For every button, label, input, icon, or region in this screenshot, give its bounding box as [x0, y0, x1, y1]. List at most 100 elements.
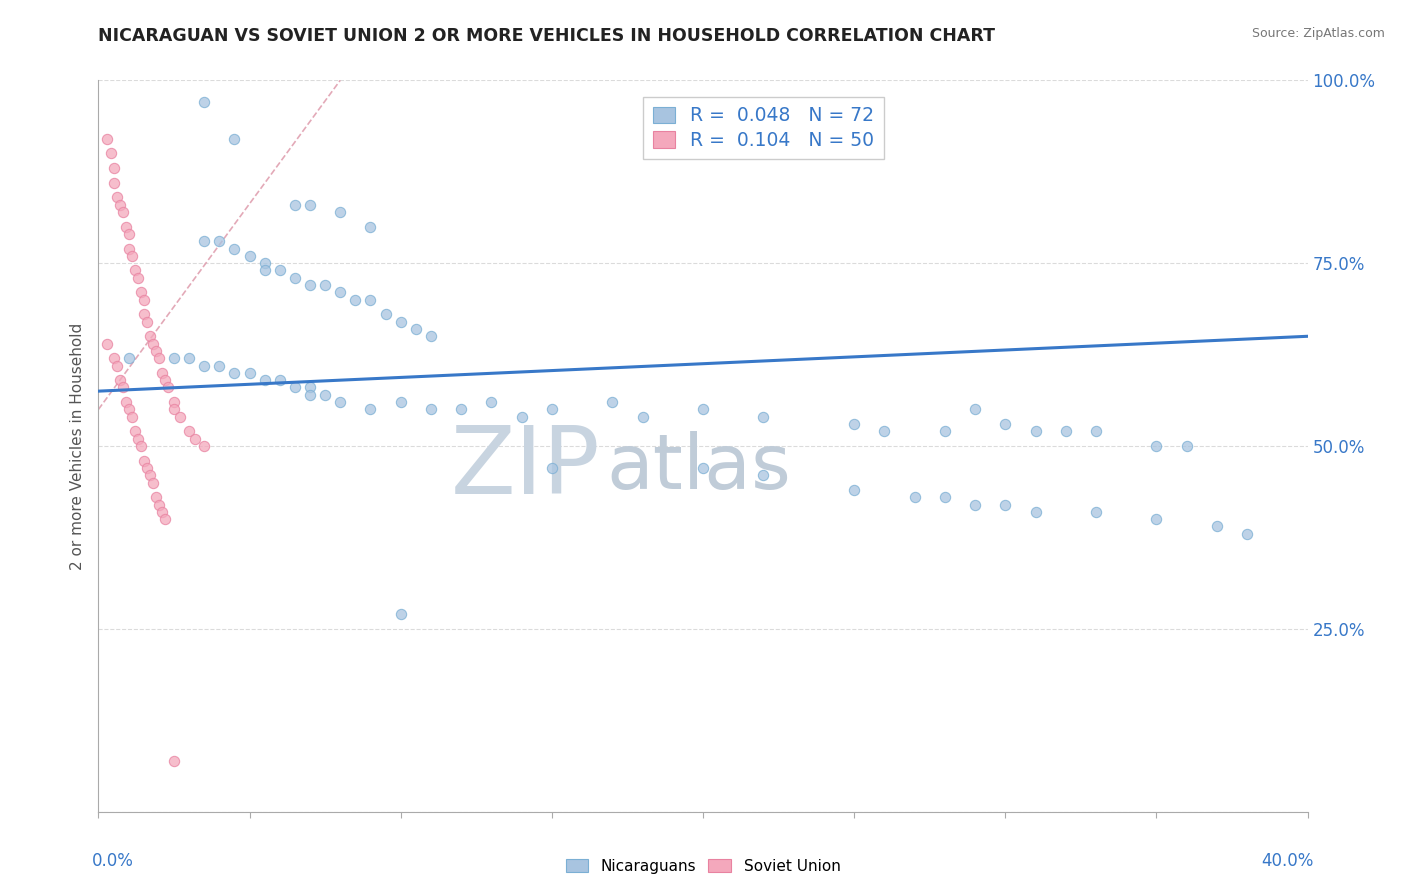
Point: [184, 432, 207, 446]
Point: [994, 417, 1017, 431]
Point: [1175, 439, 1198, 453]
Point: [118, 402, 141, 417]
Point: [124, 425, 146, 439]
Point: [108, 197, 131, 211]
Point: [142, 336, 165, 351]
Point: [540, 461, 562, 475]
Point: [540, 402, 562, 417]
Text: 40.0%: 40.0%: [1261, 852, 1313, 870]
Point: [139, 329, 162, 343]
Point: [150, 366, 173, 380]
Point: [253, 256, 276, 270]
Point: [1236, 526, 1258, 541]
Point: [329, 395, 352, 409]
Point: [253, 263, 276, 277]
Point: [148, 498, 170, 512]
Point: [148, 351, 170, 366]
Point: [934, 425, 956, 439]
Point: [118, 242, 141, 256]
Point: [108, 373, 131, 387]
Point: [329, 285, 352, 300]
Text: ZIP: ZIP: [450, 422, 600, 514]
Point: [1024, 425, 1046, 439]
Point: [253, 373, 276, 387]
Point: [904, 490, 927, 504]
Point: [193, 234, 215, 248]
Point: [132, 453, 155, 467]
Point: [124, 263, 146, 277]
Point: [121, 249, 143, 263]
Point: [692, 402, 714, 417]
Point: [481, 395, 503, 409]
Point: [145, 343, 167, 358]
Point: [127, 432, 149, 446]
Point: [344, 293, 367, 307]
Point: [844, 483, 866, 497]
Point: [284, 270, 307, 285]
Point: [224, 366, 246, 380]
Point: [239, 249, 262, 263]
Point: [163, 754, 186, 768]
Point: [752, 409, 775, 424]
Point: [965, 402, 987, 417]
Text: Source: ZipAtlas.com: Source: ZipAtlas.com: [1251, 27, 1385, 40]
Point: [284, 197, 307, 211]
Point: [129, 285, 152, 300]
Point: [299, 380, 322, 394]
Point: [420, 402, 443, 417]
Point: [208, 234, 231, 248]
Point: [360, 219, 382, 234]
Text: atlas: atlas: [606, 431, 792, 505]
Point: [844, 417, 866, 431]
Point: [103, 176, 125, 190]
Point: [752, 468, 775, 483]
Point: [299, 388, 322, 402]
Point: [1085, 425, 1108, 439]
Point: [1206, 519, 1229, 533]
Point: [1054, 425, 1077, 439]
Point: [269, 263, 291, 277]
Point: [269, 373, 291, 387]
Point: [103, 351, 125, 366]
Point: [150, 505, 173, 519]
Point: [142, 475, 165, 490]
Point: [314, 388, 336, 402]
Point: [135, 315, 157, 329]
Point: [169, 409, 191, 424]
Point: [1085, 505, 1108, 519]
Point: [873, 425, 896, 439]
Point: [389, 607, 412, 622]
Point: [450, 402, 472, 417]
Y-axis label: 2 or more Vehicles in Household: 2 or more Vehicles in Household: [70, 322, 86, 570]
Point: [510, 409, 533, 424]
Point: [156, 380, 179, 394]
Point: [389, 315, 412, 329]
Point: [692, 461, 714, 475]
Point: [100, 146, 122, 161]
Point: [163, 395, 186, 409]
Point: [105, 190, 128, 204]
Point: [103, 161, 125, 175]
Point: [994, 498, 1017, 512]
Point: [105, 359, 128, 373]
Point: [193, 439, 215, 453]
Point: [1024, 505, 1046, 519]
Point: [193, 359, 215, 373]
Point: [118, 351, 141, 366]
Point: [965, 498, 987, 512]
Text: 0.0%: 0.0%: [93, 852, 134, 870]
Point: [153, 512, 176, 526]
Point: [114, 395, 136, 409]
Point: [314, 278, 336, 293]
Point: [1146, 439, 1168, 453]
Point: [129, 439, 152, 453]
Point: [114, 219, 136, 234]
Point: [389, 395, 412, 409]
Point: [329, 205, 352, 219]
Point: [284, 380, 307, 394]
Point: [111, 205, 134, 219]
Point: [224, 242, 246, 256]
Point: [420, 329, 443, 343]
Point: [135, 461, 157, 475]
Point: [96, 132, 118, 146]
